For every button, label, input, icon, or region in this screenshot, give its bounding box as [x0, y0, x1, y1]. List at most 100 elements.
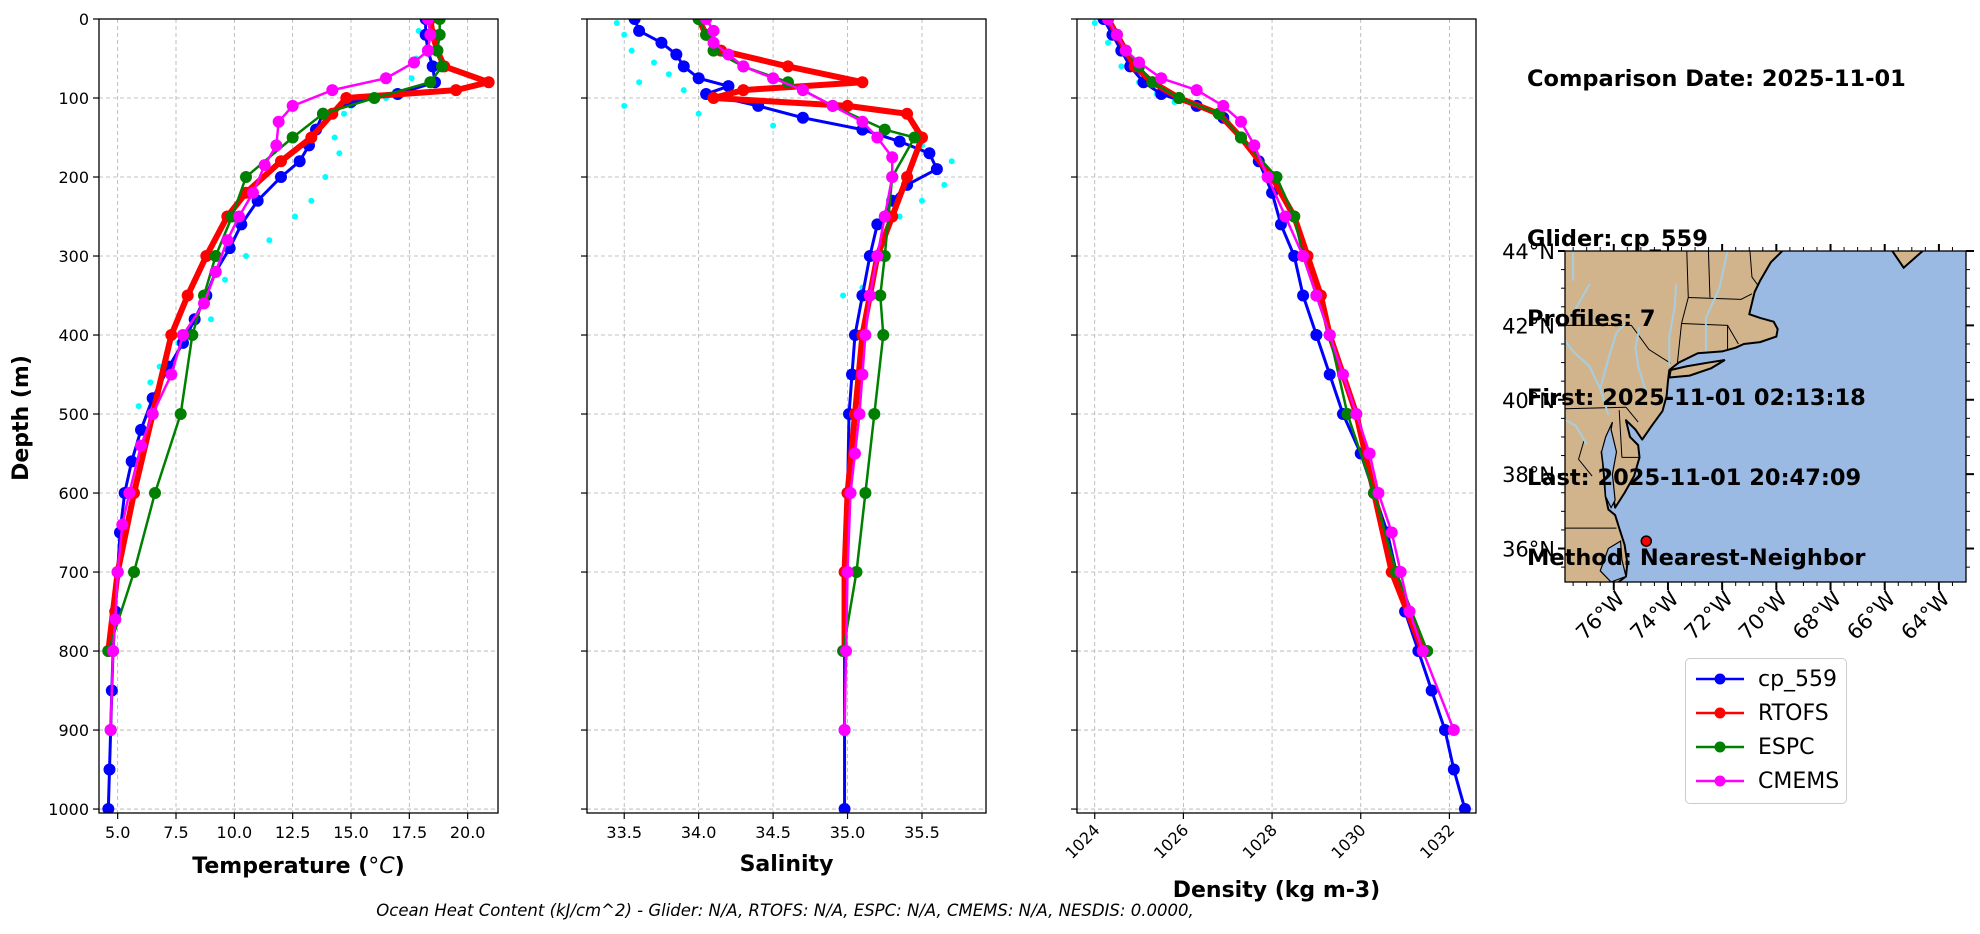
- x-axis-label: Density (kg m-3): [1173, 878, 1381, 903]
- series-espc-point-10: [874, 289, 887, 302]
- legend-item-cmems: CMEMS: [1694, 765, 1839, 797]
- map-state-border-1: [1707, 251, 1711, 298]
- series-cp559-raw-point-2: [628, 47, 635, 54]
- series-cp559-raw-point-3: [650, 59, 657, 66]
- series-cmems-point-14: [198, 297, 210, 310]
- ocean-heat-content-footnote: Ocean Heat Content (kJ/cm^2) - Glider: N…: [376, 901, 1194, 920]
- series-cmems-point-22: [1447, 724, 1460, 737]
- series-espc-point-12: [186, 329, 199, 342]
- series-cmems-point-11: [233, 210, 245, 223]
- series-cmems-point-11: [886, 171, 899, 184]
- x-tick-label-34-0: 34.0: [681, 823, 717, 842]
- x-tick-label-34-5: 34.5: [755, 823, 791, 842]
- series-cmems-point-3: [1133, 56, 1146, 69]
- map-river-2: [1704, 251, 1729, 352]
- series-cmems-point-1: [707, 24, 720, 37]
- series-espc-point-14: [850, 566, 863, 579]
- series-cmems-point-3: [408, 56, 420, 69]
- legend-label-cp559: cp_559: [1758, 666, 1838, 692]
- first-profile-time: First: 2025-11-01 02:13:18: [1527, 385, 1866, 412]
- x-tick-label-1028: 1028: [1239, 820, 1281, 862]
- series-cmems-line: [109, 19, 432, 731]
- series-espc-point-1: [433, 28, 446, 41]
- x-tick-label-17-5: 17.5: [392, 823, 428, 842]
- series-cp559-raw-point-17: [147, 379, 154, 386]
- series-espc-point-2: [431, 44, 444, 57]
- plot-area: [102, 19, 495, 813]
- series-cmems-point-17: [853, 408, 866, 421]
- lat-tick-label-1: 42°N: [1502, 314, 1555, 338]
- series-cmems-point-3: [722, 48, 735, 61]
- series-cp-559-point-3: [426, 60, 439, 73]
- lat-tick-label-4: 36°N: [1502, 538, 1555, 562]
- series-rtofs-point-12: [200, 250, 213, 263]
- series-cmems-point-6: [286, 99, 299, 112]
- series-cmems-point-9: [871, 131, 884, 144]
- series-cmems-point-23: [107, 645, 119, 658]
- series-cmems-point-0: [700, 19, 713, 25]
- series-cp559-raw-point-6: [680, 87, 687, 94]
- series-cmems-point-15: [1350, 408, 1363, 421]
- series-cmems-point-24: [104, 724, 117, 737]
- series-espc-point-7: [908, 131, 921, 144]
- series-cp-559-point-6: [722, 80, 735, 93]
- series-rtofs-point-7: [841, 99, 854, 112]
- series-cmems-point-13: [209, 265, 222, 278]
- series-cmems-point-5: [326, 84, 339, 97]
- series-rtofs-point-8: [901, 107, 914, 120]
- x-axis-label: Salinity: [740, 852, 834, 877]
- series-cp-559-point-31: [102, 803, 115, 813]
- series-cmems-point-20: [1403, 605, 1416, 618]
- plot-area: [1091, 19, 1471, 813]
- x-tick-label-1030: 1030: [1327, 820, 1369, 862]
- series-espc-point-10: [209, 250, 222, 263]
- series-cmems-point-11: [1297, 250, 1310, 263]
- series-cp-559-point-11: [893, 135, 906, 148]
- series-cmems-point-10: [886, 151, 899, 164]
- series-cp-559-point-26: [1458, 803, 1471, 813]
- series-espc-point-13: [174, 408, 187, 421]
- series-cp559-raw-point-0: [613, 19, 620, 26]
- map-state-border-9: [1618, 410, 1623, 458]
- series-cmems-point-6: [1217, 99, 1230, 112]
- series-cp559-raw-point-13: [222, 276, 228, 283]
- series-espc-point-6: [878, 123, 891, 136]
- series-cmems-point-0: [1102, 19, 1115, 25]
- series-cmems-point-12: [878, 210, 891, 223]
- legend-swatch-cp559: [1696, 673, 1744, 685]
- series-rtofs-point-5: [737, 84, 750, 97]
- series-cmems-point-1: [424, 28, 437, 41]
- series-cmems-point-18: [848, 447, 861, 460]
- series-cmems-line: [1106, 19, 1455, 731]
- series-cmems-point-16: [1363, 447, 1376, 460]
- series-rtofs-point-3: [781, 60, 794, 73]
- series-cp559-raw-point-8: [695, 110, 702, 117]
- series-cmems-point-2: [1119, 44, 1132, 57]
- series-cmems-point-5: [767, 72, 780, 85]
- series-cmems-point-8: [270, 139, 283, 152]
- map-state-border-0: [1676, 251, 1689, 363]
- lat-tick-label-0: 44°N: [1502, 240, 1555, 264]
- series-cmems-point-19: [1394, 566, 1407, 579]
- series-cp559-raw-point-7: [621, 102, 628, 109]
- legend-item-cp559: cp_559: [1694, 663, 1837, 695]
- legend-swatch-rtofs: [1696, 707, 1744, 719]
- map-state-border-12: [1625, 406, 1639, 423]
- series-cmems-point-12: [1310, 289, 1323, 302]
- y-tick-label-100: 100: [58, 89, 89, 108]
- series-cp-559-point-25: [1447, 763, 1460, 776]
- series-cmems-point-4: [737, 60, 750, 73]
- series-cmems-point-21: [1416, 645, 1429, 658]
- series-cmems-point-4: [380, 72, 392, 85]
- series-cp559-raw-point-7: [336, 150, 343, 157]
- series-cp559-raw-point-5: [341, 110, 347, 117]
- series-cp559-raw-point-0: [415, 27, 422, 34]
- x-tick-label-1024: 1024: [1061, 820, 1103, 862]
- legend-swatch-espc: [1696, 741, 1744, 753]
- y-tick-label-800: 800: [58, 642, 89, 661]
- series-espc-point-13: [859, 487, 872, 500]
- x-axis-label: Temperature (°C): [192, 854, 404, 879]
- y-tick-label-300: 300: [58, 247, 89, 266]
- series-cp-559-point-1: [633, 24, 646, 37]
- series-cmems-point-2: [422, 44, 434, 57]
